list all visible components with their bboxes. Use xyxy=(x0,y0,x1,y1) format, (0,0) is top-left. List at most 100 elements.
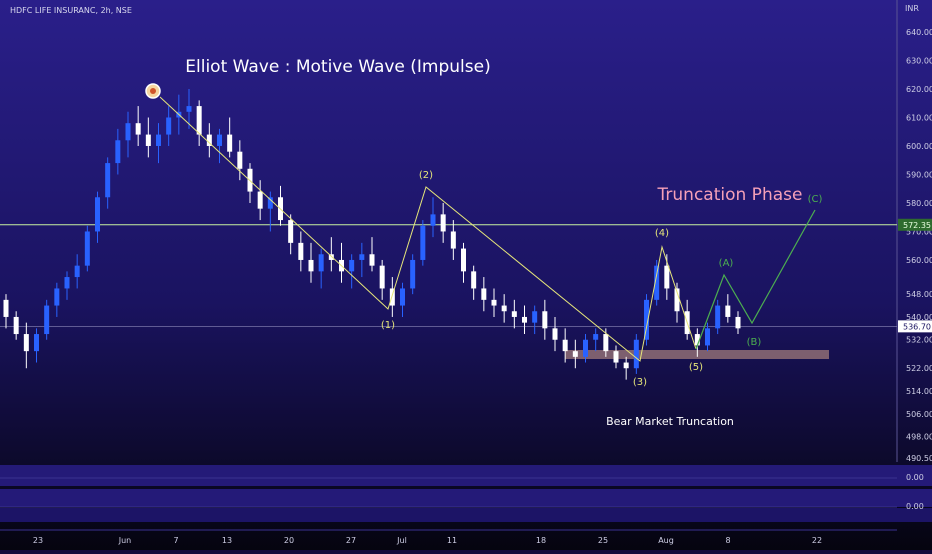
candle-body xyxy=(308,259,314,272)
truncation-phase-label: Truncation Phase xyxy=(657,185,803,205)
candle-body xyxy=(186,106,192,112)
price-tick-label: 570.00 xyxy=(906,227,932,236)
candle-body xyxy=(125,123,131,141)
indicator-pane-3[interactable] xyxy=(0,508,932,522)
indicator-panes: 0.00 0.00 xyxy=(0,465,932,522)
candle-body xyxy=(206,134,212,146)
candle-body xyxy=(166,117,172,135)
candle-body xyxy=(715,305,721,329)
price-tick-label: 548.00 xyxy=(906,290,932,299)
candle-body xyxy=(196,106,202,135)
candle-body xyxy=(471,271,477,289)
price-tick-label: 640.00 xyxy=(906,28,932,37)
date-tick-label: 18 xyxy=(536,536,546,545)
bear-market-label: Bear Market Truncation xyxy=(606,415,734,428)
symbol-header[interactable]: HDFC LIFE INSURANC, 2h, NSE xyxy=(10,6,132,15)
candle-body xyxy=(257,191,263,209)
date-tick-label: 22 xyxy=(812,536,822,545)
date-tick-label: Jul xyxy=(396,536,407,545)
current-price-tag xyxy=(898,320,932,333)
chart-title: Elliot Wave : Motive Wave (Impulse) xyxy=(185,57,490,77)
candle-body xyxy=(34,334,39,352)
candle-body xyxy=(420,225,426,260)
candle-body xyxy=(23,334,29,352)
price-tick-label: 590.00 xyxy=(906,170,932,179)
candle-body xyxy=(359,254,365,260)
candle-body xyxy=(694,334,700,346)
date-tick-label: 11 xyxy=(447,536,457,545)
candle-body xyxy=(583,339,588,357)
price-tick-label: 610.00 xyxy=(906,113,932,122)
resistance-price-text: 572.35 xyxy=(903,221,931,230)
wave-label-3: (3) xyxy=(633,377,647,388)
candle-body xyxy=(13,316,19,335)
candle-body xyxy=(237,151,243,169)
date-tick-label: 27 xyxy=(346,536,356,545)
candle-body xyxy=(440,214,446,232)
candle-body xyxy=(725,305,731,317)
candle-body xyxy=(74,265,80,278)
date-tick-label: 20 xyxy=(284,536,294,545)
candle-body xyxy=(532,311,538,323)
candle-body xyxy=(3,299,9,317)
candle-body xyxy=(542,311,548,329)
candle-body xyxy=(369,254,375,266)
corrective-wave-line xyxy=(695,209,816,350)
price-tick-label: 540.00 xyxy=(906,313,932,322)
candle-body xyxy=(664,265,670,289)
candle-body xyxy=(105,163,111,198)
candle-body xyxy=(145,134,151,146)
top-marker-group xyxy=(145,83,161,99)
candle-body xyxy=(389,288,395,306)
candle-body xyxy=(217,134,222,146)
date-tick-label: Aug xyxy=(658,536,674,545)
date-tick-label: 13 xyxy=(222,536,232,545)
candle-body xyxy=(674,288,680,312)
wave-label-1: (1) xyxy=(381,320,395,331)
candles-group xyxy=(3,88,741,380)
candle-body xyxy=(511,311,517,317)
candle-body xyxy=(735,316,741,329)
price-tick-label: 490.50 xyxy=(906,454,932,463)
candle-body xyxy=(491,299,497,306)
candle-body xyxy=(501,305,507,312)
candle-body xyxy=(603,334,609,352)
price-tick-label: 560.00 xyxy=(906,256,932,265)
candle-body xyxy=(328,254,334,260)
candle-body xyxy=(227,134,233,152)
date-tick-label: 23 xyxy=(33,536,43,545)
corrective-label-b: (B) xyxy=(747,337,762,348)
price-tick-label: 514.00 xyxy=(906,387,932,396)
corrective-label-a: (A) xyxy=(719,258,734,269)
candle-body xyxy=(267,197,273,209)
corrective-label-c: (C) xyxy=(808,194,823,205)
candle-body xyxy=(410,259,416,289)
candle-body xyxy=(481,288,487,300)
candle-body xyxy=(288,220,294,243)
impulse-wave-line xyxy=(159,96,697,362)
candle-body xyxy=(572,351,578,357)
indicator-pane-2[interactable] xyxy=(0,489,932,507)
price-axis: INR xyxy=(896,0,919,462)
candle-body xyxy=(654,265,660,300)
candle-body xyxy=(461,248,466,272)
candle-body xyxy=(522,316,527,323)
price-tick-label: 600.00 xyxy=(906,142,932,151)
top-marker-core-icon xyxy=(150,88,156,94)
candle-body xyxy=(644,299,649,340)
candle-body xyxy=(562,339,568,352)
wave-label-5: (5) xyxy=(689,362,703,373)
candle-body xyxy=(633,339,639,369)
candle-body xyxy=(705,328,710,346)
wave-labels-group: (1) (2) (3) (4) (5) (A) (B) (C) xyxy=(381,170,823,388)
candle-body xyxy=(349,259,355,272)
currency-label: INR xyxy=(905,4,919,13)
horizontal-levels: 572.35 536.70 xyxy=(0,218,932,333)
indicator-pane-1[interactable] xyxy=(0,465,932,486)
candle-body xyxy=(318,254,324,272)
candle-body xyxy=(379,265,385,289)
date-tick-label: 7 xyxy=(173,536,178,545)
candle-body xyxy=(450,231,456,249)
